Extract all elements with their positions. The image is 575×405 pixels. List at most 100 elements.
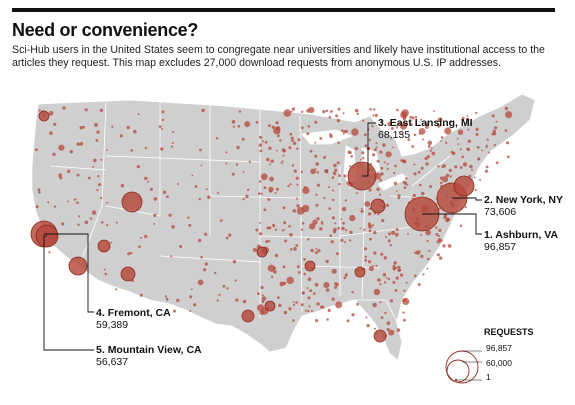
request-dot: [199, 148, 202, 152]
request-dot: [62, 106, 66, 110]
request-dot: [402, 311, 405, 314]
request-dot: [438, 119, 442, 123]
request-dot: [350, 155, 354, 158]
request-dot: [133, 129, 137, 134]
callout-ashburn: 1. Ashburn, VA 96,857: [484, 229, 559, 253]
request-dot: [306, 287, 309, 290]
request-dot: [176, 298, 180, 303]
request-dot: [53, 205, 57, 208]
request-dot: [270, 275, 274, 278]
request-dot: [364, 201, 371, 207]
request-dot: [377, 278, 381, 282]
state-border-line: [49, 165, 107, 171]
request-dot: [265, 240, 267, 243]
request-dot: [386, 162, 389, 165]
leader-fremont: [44, 233, 94, 313]
bubble-seattle: [38, 110, 50, 122]
request-dot: [314, 251, 318, 255]
request-dot: [439, 140, 442, 142]
request-dot: [359, 227, 362, 230]
request-dot: [375, 146, 378, 149]
request-dot: [76, 142, 80, 146]
request-dot: [258, 143, 263, 147]
callout-new-york: 2. New York, NY 73,606: [484, 194, 563, 218]
request-dot: [158, 125, 162, 128]
request-dot: [315, 193, 318, 196]
legend-value-min: 1: [486, 372, 491, 382]
request-dot: [388, 232, 391, 236]
request-dot: [325, 259, 329, 264]
request-dot: [375, 264, 378, 267]
request-dot: [440, 136, 444, 139]
request-dot: [138, 245, 141, 248]
request-dot: [376, 187, 380, 191]
legend-value-mid: 60,000: [486, 358, 512, 368]
request-dot: [289, 248, 293, 251]
request-dot: [303, 186, 307, 189]
request-dot: [218, 293, 221, 296]
request-dot: [296, 197, 298, 200]
request-dot: [484, 169, 488, 173]
request-dot: [505, 111, 513, 119]
request-dot: [214, 271, 217, 275]
callout-east-lansing: 3. East Lansing, MI 68,135: [378, 117, 473, 141]
request-dot: [457, 143, 460, 146]
request-dot: [418, 128, 426, 135]
request-dot: [323, 282, 330, 289]
request-dot: [35, 148, 38, 152]
request-dot: [385, 203, 390, 207]
request-dot: [354, 146, 358, 151]
request-dot: [468, 174, 472, 178]
request-dot: [461, 155, 464, 159]
request-dot: [292, 303, 296, 306]
request-dot: [242, 198, 245, 201]
legend-circles: [445, 350, 482, 384]
request-dot: [248, 160, 252, 163]
request-dot: [379, 150, 383, 154]
request-dot: [201, 108, 205, 113]
request-dot: [73, 198, 77, 201]
request-dot: [225, 162, 228, 165]
callout-fremont: 4. Fremont, CA 59,389: [96, 307, 171, 331]
request-dot: [191, 174, 194, 177]
request-dot: [356, 112, 359, 115]
request-dot: [332, 229, 337, 234]
request-dot: [426, 239, 429, 242]
request-dot: [405, 281, 408, 284]
request-dot: [207, 195, 211, 199]
request-dot: [193, 303, 197, 307]
request-dot: [307, 238, 310, 241]
leader-ashburn: [422, 213, 482, 235]
request-dot: [272, 225, 275, 228]
request-dot: [293, 169, 297, 173]
request-dot: [91, 210, 97, 215]
request-dot: [266, 157, 270, 162]
request-dot: [354, 108, 359, 113]
request-dot: [130, 149, 134, 152]
request-dot: [304, 309, 307, 312]
request-dot: [242, 171, 245, 173]
request-dot: [403, 186, 407, 189]
request-dot: [200, 164, 203, 167]
request-dot: [144, 176, 148, 181]
request-dot: [283, 109, 292, 117]
request-dot: [144, 234, 148, 239]
request-dot: [200, 256, 203, 259]
request-dot: [351, 128, 359, 136]
request-dot: [349, 239, 352, 242]
request-dot: [465, 117, 470, 121]
request-dot: [425, 162, 429, 166]
request-dot: [342, 112, 345, 115]
request-dot: [360, 209, 364, 213]
request-dot: [395, 228, 399, 231]
bubble-pittsburgh: [370, 198, 386, 214]
request-dot: [58, 173, 62, 177]
request-dot: [290, 136, 294, 140]
lake-superior: [301, 129, 354, 145]
request-dot: [76, 173, 80, 177]
request-dot: [139, 293, 143, 297]
request-dot: [58, 144, 65, 151]
request-dot: [383, 256, 387, 260]
request-dot: [364, 255, 367, 258]
legend-circle-mid: [446, 359, 470, 383]
